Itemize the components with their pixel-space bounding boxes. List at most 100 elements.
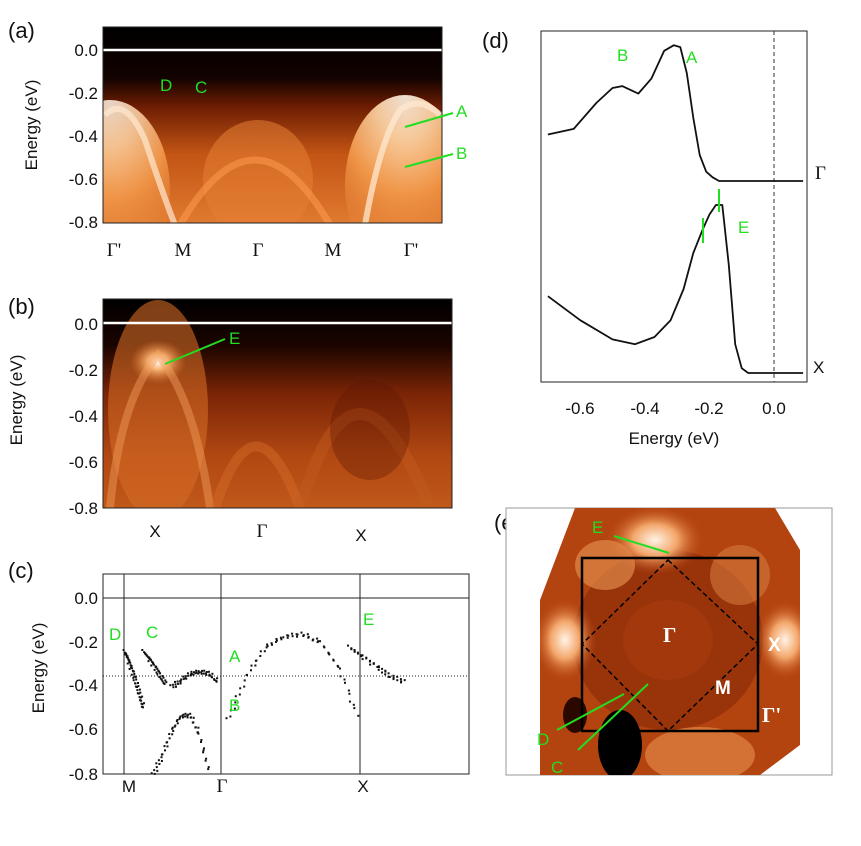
scatter-point-A [174,683,177,686]
scatter-point-A [216,677,219,680]
annotation-E: E [738,218,749,237]
annotation-E: E [363,610,374,629]
scatter-point-B [191,721,194,724]
scatter-point-E [316,637,319,640]
panel-e: (e) Γ X M Γ' E D C [494,507,833,777]
scatter-point-A [200,671,203,674]
annotation-E: E [592,518,603,537]
scatter-point-D [132,676,135,679]
scatter-point-B [171,726,174,729]
scatter-point-side [369,659,371,662]
ytick: -0.2 [69,361,98,380]
scatter-point-B [181,714,184,717]
scatter-point-B [184,715,187,718]
annotation-D: D [160,76,172,95]
scatter-point-A [193,671,195,674]
scatter-point-E [263,650,266,653]
scatter-point-side [372,662,375,665]
scatter-point-E [259,655,262,657]
scatter-point-B [202,751,205,754]
scatter-point-C [164,679,167,682]
scatter-point-C [148,656,151,659]
panel-d-frame [540,30,808,383]
xtick: 0.0 [762,399,786,418]
scatter-point-D [132,679,135,682]
scatter-point-D [128,668,131,670]
scatter-point-D [131,669,134,672]
scatter-point-A [198,671,201,674]
scatter-point-B [164,749,166,752]
scatter-point-B [171,733,174,736]
scatter-point-A [215,679,218,682]
scatter-point-D [139,699,142,702]
scatter-point-B [189,712,192,715]
ytick: -0.8 [69,499,98,518]
xtick: Γ [257,521,268,542]
scatter-point-B [200,741,202,743]
scatter-point-B [179,715,182,718]
scatter-point-B [207,768,210,771]
annotation-C: C [551,758,563,777]
scatter-point-D [142,706,144,709]
scatter-point-A [194,672,197,675]
scatter-point-E [319,640,321,643]
scatter-point-D [140,705,143,708]
scatter-point-D [124,651,126,654]
scatter-point-E [229,715,232,718]
scatter-point-B [163,745,166,748]
scatter-point-E [279,636,282,639]
scatter-point-side [392,678,395,681]
scatter-point-A [190,670,193,673]
scatter-point-C [161,675,164,677]
scatter-point-B [182,716,184,719]
scatter-point-A [197,670,200,673]
scatter-point-B [194,726,197,729]
scatter-point-A [171,683,174,686]
scatter-point-E [352,703,355,706]
scatter-point-E [238,693,241,696]
symbol-Gamma-prime: Γ' [762,703,781,727]
scatter-point-B [200,739,203,741]
annotation-B: B [456,144,467,163]
scatter-point-E [254,664,257,667]
scatter-point-D [133,675,136,678]
scatter-point-side [400,680,403,683]
scatter-point-A [177,682,180,685]
scatter-point-C [154,665,157,668]
scatter-point-A [211,672,214,675]
ytick: 0.0 [74,41,98,60]
scatter-point-E [250,664,253,667]
scatter-point-D [136,686,138,688]
edc-curve-gamma [547,44,804,182]
scatter-point-C [150,664,153,667]
scatter-point-A [205,673,208,676]
ytick: 0.0 [74,315,98,334]
scatter-point-E [323,646,326,649]
panel-b-heatmap [103,299,452,508]
xtick: -0.2 [694,399,723,418]
scatter-point-E [291,635,294,638]
scatter-point-E [348,692,351,695]
scatter-point-B [156,769,159,772]
scatter-point-B [168,737,171,740]
scatter-point-side [388,675,391,678]
scatter-point-A [210,675,213,678]
panel-c-xticks: M Γ X [122,776,369,797]
scatter-point-A [179,682,182,685]
panel-c-frame [102,573,470,775]
scatter-point-A [189,674,192,677]
scatter-point-C [144,652,147,655]
scatter-point-B [174,724,177,727]
scatter-point-C [141,649,144,651]
panel-a-yticks: 0.0 -0.2 -0.4 -0.6 -0.8 [69,41,98,232]
scatter-point-C [165,681,168,684]
scatter-point-D [126,662,129,665]
xtick: X [355,526,366,545]
panel-c-label: (c) [8,558,34,583]
panel-d-label: (d) [482,28,509,53]
scatter-point-D [130,673,133,676]
scatter-point-E [337,665,340,668]
scatter-point-C [156,667,159,670]
panel-b-ylabel: Energy (eV) [7,355,26,446]
